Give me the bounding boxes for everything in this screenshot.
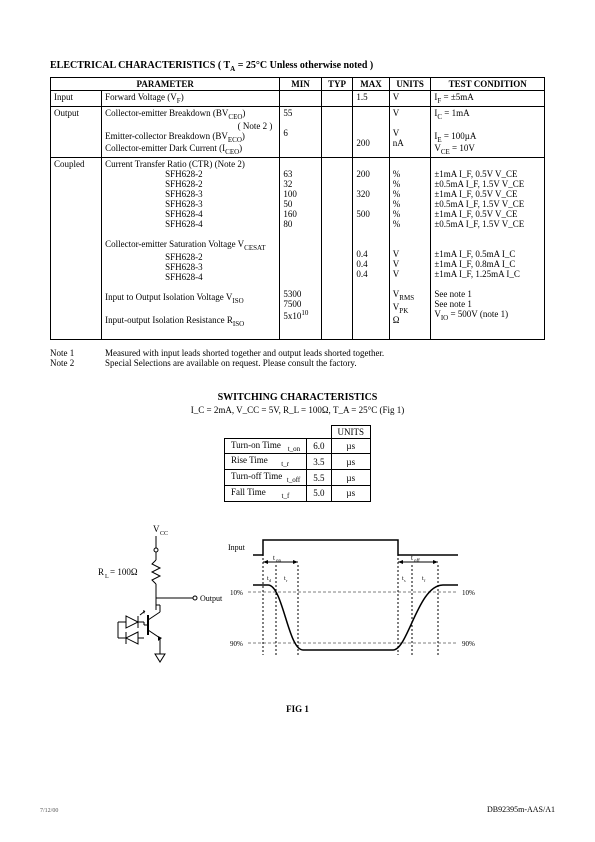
svg-text:90%: 90% [462, 640, 475, 648]
svg-text:10%: 10% [462, 589, 475, 597]
sw-title: SWITCHING CHARACTERISTICS [50, 392, 545, 403]
svg-text:10%: 10% [230, 589, 243, 597]
svg-text:off: off [414, 559, 420, 564]
sw-table: UNITS Turn-on Time t_on6.0µs Rise Time t… [224, 425, 371, 502]
svg-text:90%: 90% [230, 640, 243, 648]
svg-text:d: d [269, 578, 271, 583]
svg-text:L: L [105, 574, 109, 580]
footer-date: 7/12/00 [40, 808, 58, 814]
svg-text:r: r [286, 578, 288, 583]
svg-text:f: f [424, 578, 426, 583]
svg-text:CC: CC [160, 531, 168, 537]
notes: Note 1Measured with input leads shorted … [50, 348, 545, 368]
svg-text:Output: Output [200, 594, 223, 603]
fig-1: VCC RL = 100Ω Output [98, 520, 498, 700]
svg-text:t: t [411, 554, 413, 562]
svg-text:on: on [276, 559, 282, 564]
svg-text:R: R [98, 567, 104, 577]
svg-text:t: t [273, 554, 275, 562]
svg-text:= 100Ω: = 100Ω [110, 567, 138, 577]
sw-cond: I_C = 2mA, V_CC = 5V, R_L = 100Ω, T_A = … [50, 405, 545, 415]
elec-table: PARAMETER MIN TYP MAX UNITS TEST CONDITI… [50, 77, 545, 340]
svg-text:Input: Input [228, 543, 246, 552]
svg-text:V: V [153, 524, 160, 534]
elec-title: ELECTRICAL CHARACTERISTICS ( TA = 25°C U… [50, 60, 545, 73]
footer-doc: DB92395m-AAS/A1 [487, 805, 555, 814]
svg-text:s: s [404, 578, 406, 583]
